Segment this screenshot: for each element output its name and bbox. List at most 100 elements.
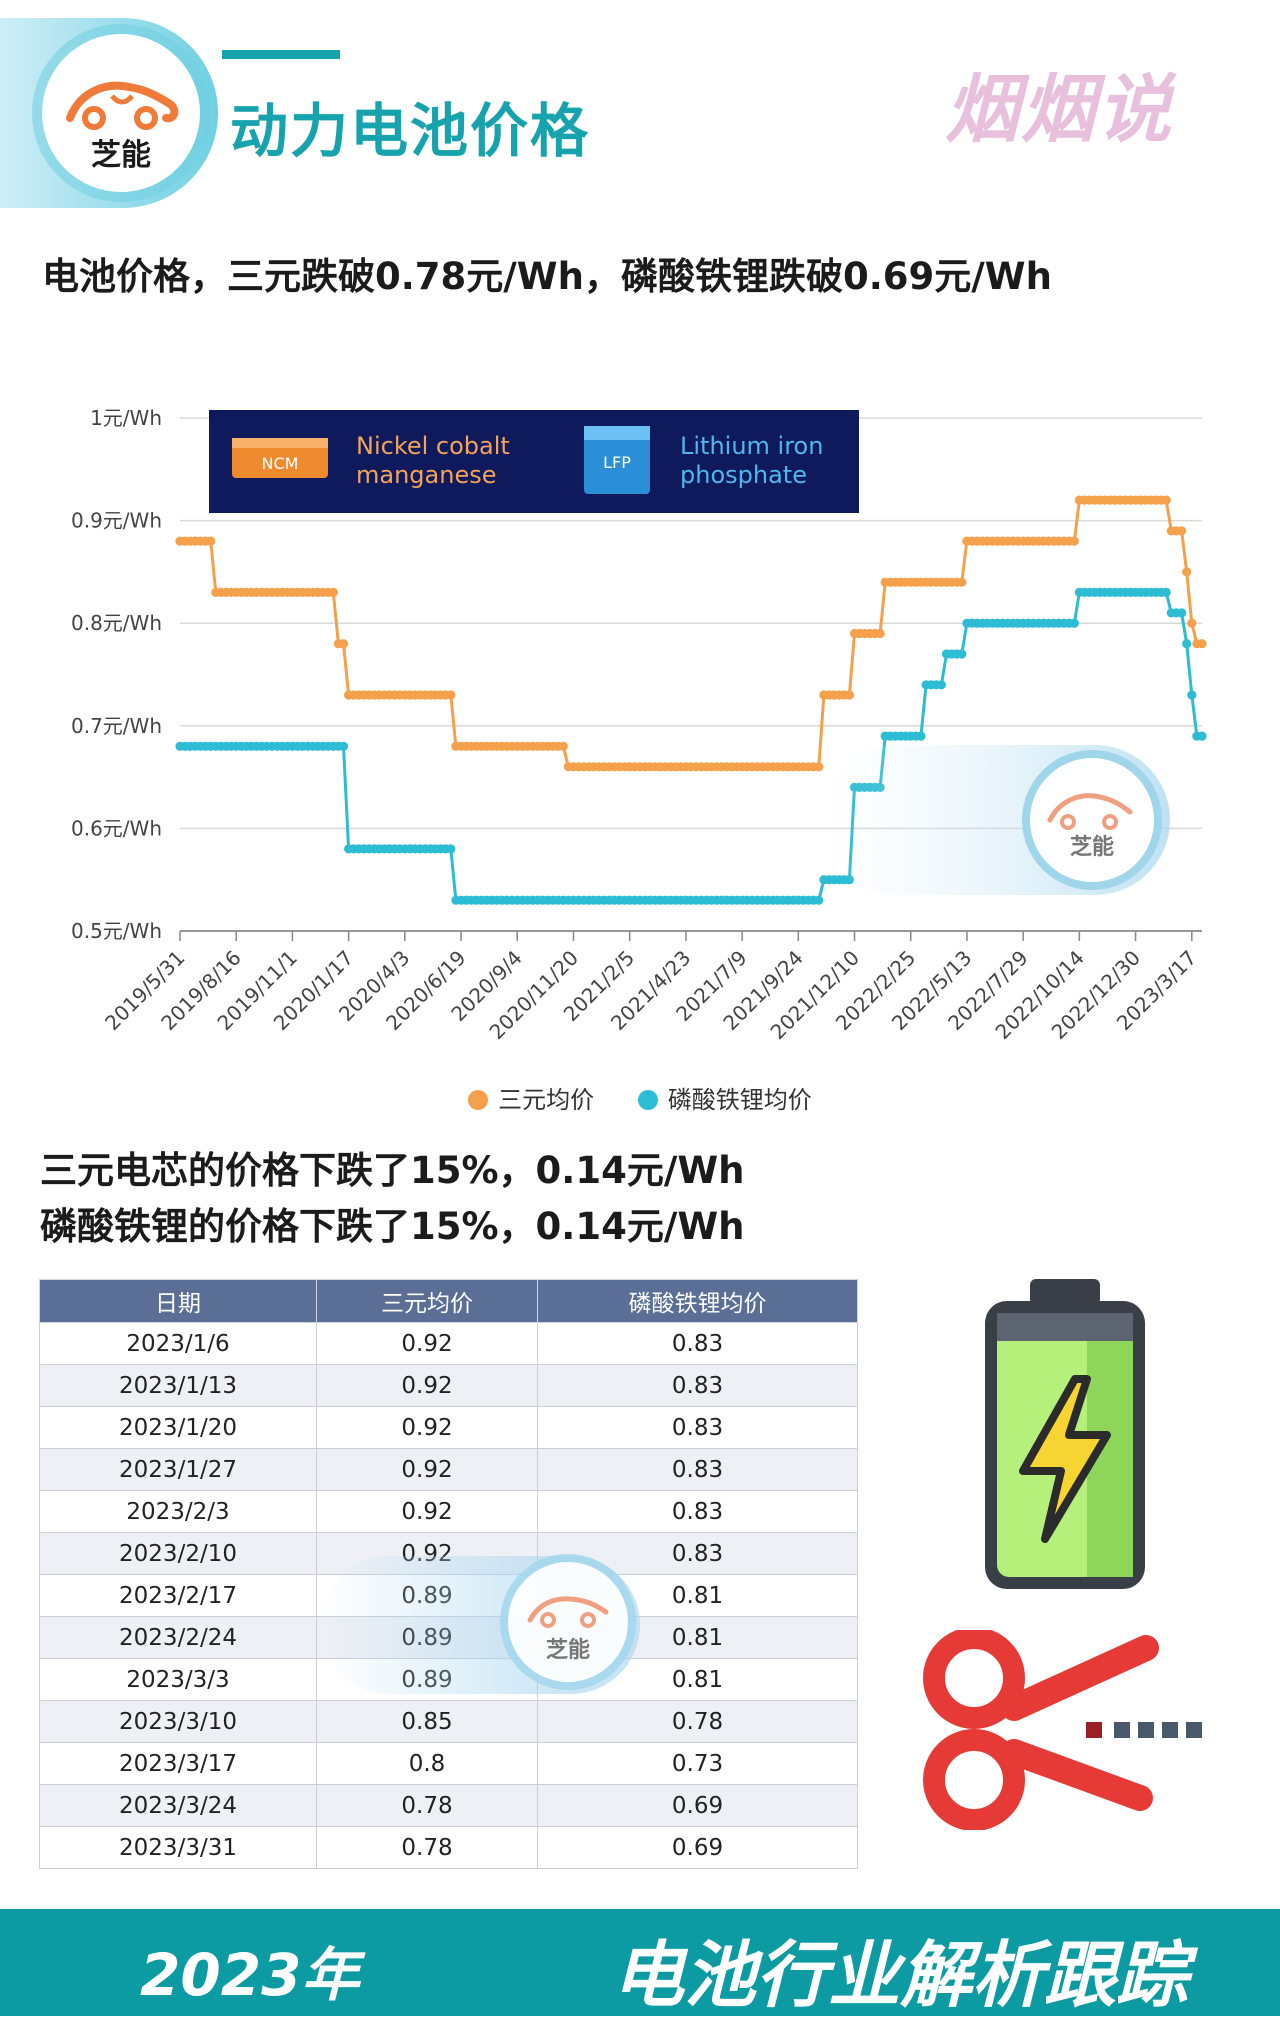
data-point <box>1182 567 1192 577</box>
table-cell-date: 2023/2/10 <box>39 1532 317 1575</box>
table-cell-ncm: 0.92 <box>316 1406 538 1449</box>
legend-dot-ncm <box>468 1090 489 1110</box>
table-cell-ncm: 0.78 <box>316 1784 538 1827</box>
table-cell-date: 2023/3/24 <box>39 1784 317 1827</box>
table-row: 2023/1/6 0.92 0.83 <box>39 1322 858 1365</box>
data-point <box>1182 639 1192 649</box>
table-row: 2023/3/31 0.78 0.69 <box>39 1826 858 1869</box>
table-cell-date: 2023/2/3 <box>39 1490 317 1533</box>
chart-legend: 三元均价 磷酸铁锂均价 <box>0 1080 1280 1115</box>
table-row: 2023/3/24 0.78 0.69 <box>39 1784 858 1827</box>
ncm-cell-icon: NCM <box>232 438 328 478</box>
y-tick-label: 0.5元/Wh <box>71 919 162 943</box>
summary-line-ncm: 三元电芯的价格下跌了15%，0.14元/Wh <box>40 1149 745 1192</box>
data-point <box>875 628 885 639</box>
data-point <box>844 690 855 700</box>
y-tick-label: 0.6元/Wh <box>71 816 162 840</box>
legend-label-lfp: 磷酸铁锂均价 <box>667 1086 812 1114</box>
table-cell-date: 2023/3/31 <box>39 1826 317 1869</box>
table-cell-ncm: 0.78 <box>316 1826 538 1869</box>
table-row: 2023/1/27 0.92 0.83 <box>39 1448 858 1491</box>
data-point <box>1177 526 1187 536</box>
price-line-chart: 0.5元/Wh 0.6元/Wh 0.7元/Wh 0.8元/Wh 0.9元/Wh 1元/Wh… <box>71 406 1207 1044</box>
table-cell-ncm: 0.92 <box>316 1364 538 1407</box>
data-point <box>957 649 967 659</box>
legend-dot-lfp <box>637 1090 658 1110</box>
x-axis: 2019/5/312019/8/162019/11/12020/1/172020… <box>100 931 1201 1044</box>
summary-line-lfp: 磷酸铁锂的价格下跌了15%，0.14元/Wh <box>40 1205 745 1248</box>
table-watermark-badge: 芝能 <box>508 1562 628 1682</box>
table-cell-date: 2023/3/17 <box>39 1742 317 1785</box>
data-point <box>446 844 456 854</box>
chart-watermark-text: 芝能 <box>1070 834 1114 860</box>
series-ncm <box>175 495 1207 772</box>
y-axis-ticks: 0.5元/Wh 0.6元/Wh 0.7元/Wh 0.8元/Wh 0.9元/Wh 1元/Wh <box>71 406 162 943</box>
table-cell-lfp: 0.69 <box>537 1784 858 1827</box>
table-cell-date: 2023/2/24 <box>39 1616 317 1659</box>
lfp-label-line2: phosphate <box>680 461 807 489</box>
battery-type-banner: NCM Nickel cobalt manganese LFP Lithium … <box>209 410 859 513</box>
data-point <box>814 895 824 905</box>
table-cell-lfp: 0.78 <box>537 1700 858 1743</box>
table-header-date: 日期 <box>39 1279 317 1323</box>
data-point <box>328 587 338 597</box>
ncm-badge: NCM <box>262 454 299 473</box>
data-point <box>1197 639 1207 649</box>
y-tick-label: 0.9元/Wh <box>71 509 162 533</box>
data-point <box>1187 618 1197 628</box>
table-cell-lfp: 0.83 <box>537 1406 858 1449</box>
table-cell-date: 2023/1/6 <box>39 1322 317 1365</box>
table-cell-lfp: 0.83 <box>537 1364 858 1407</box>
table-header-lfp: 磷酸铁锂均价 <box>537 1279 858 1323</box>
data-point <box>1161 495 1171 505</box>
table-header-row: 日期 三元均价 磷酸铁锂均价 <box>39 1279 858 1323</box>
table-header-ncm: 三元均价 <box>316 1279 538 1323</box>
table-cell-lfp: 0.83 <box>537 1448 858 1491</box>
legend-item-lfp: 磷酸铁锂均价 <box>637 1080 812 1115</box>
data-point <box>558 741 568 751</box>
series-lfp <box>175 587 1207 905</box>
footer-bar <box>0 1909 1280 2016</box>
car-logo-icon <box>527 1596 609 1628</box>
logo-text: 芝能 <box>91 138 151 173</box>
table-cell-date: 2023/2/17 <box>39 1574 317 1617</box>
data-point <box>1177 608 1187 618</box>
data-point <box>1187 690 1197 700</box>
data-point <box>338 639 349 649</box>
table-cell-ncm: 0.92 <box>316 1322 538 1365</box>
table-cell-date: 2023/1/20 <box>39 1406 317 1449</box>
scissors-icon <box>923 1630 1202 1830</box>
data-point <box>1197 731 1207 741</box>
legend-label-ncm: 三元均价 <box>498 1086 595 1114</box>
table-row: 2023/1/20 0.92 0.83 <box>39 1406 858 1449</box>
footer-tagline: 电池行业解析跟踪 <box>612 1933 1189 2017</box>
headline: 电池价格，三元跌破0.78元/Wh，磷酸铁锂跌破0.69元/Wh <box>42 255 1052 298</box>
data-point <box>916 731 926 741</box>
ncm-label-line2: manganese <box>356 461 496 489</box>
table-row: 2023/2/3 0.92 0.83 <box>39 1490 858 1533</box>
data-point <box>814 762 824 772</box>
legend-item-ncm: 三元均价 <box>468 1080 594 1115</box>
y-tick-label: 0.8元/Wh <box>71 611 162 635</box>
chart-series <box>175 495 1207 905</box>
battery-charging-icon <box>985 1279 1145 1589</box>
lfp-cell-icon: LFP <box>584 426 650 494</box>
y-tick-label: 0.7元/Wh <box>71 714 162 738</box>
table-cell-date: 2023/1/27 <box>39 1448 317 1491</box>
table-cell-ncm: 0.85 <box>316 1700 538 1743</box>
data-point <box>1069 536 1079 546</box>
car-logo-icon <box>66 81 179 130</box>
table-row: 2023/3/10 0.85 0.78 <box>39 1700 858 1743</box>
table-cell-lfp: 0.83 <box>537 1322 858 1365</box>
footer-year: 2023年 <box>140 1941 360 2009</box>
table-cell-lfp: 0.69 <box>537 1826 858 1869</box>
y-tick-label: 1元/Wh <box>90 406 162 430</box>
title-accent-line <box>222 50 340 59</box>
table-row: 2023/3/17 0.8 0.73 <box>39 1742 858 1785</box>
table-cell-ncm: 0.92 <box>316 1490 538 1533</box>
logo-badge: 芝能 <box>42 34 200 192</box>
data-point <box>1069 618 1079 628</box>
data-point <box>1161 587 1171 597</box>
chart-watermark: 芝能 <box>820 745 1170 895</box>
table-row: 2023/2/10 0.92 0.83 <box>39 1532 858 1575</box>
